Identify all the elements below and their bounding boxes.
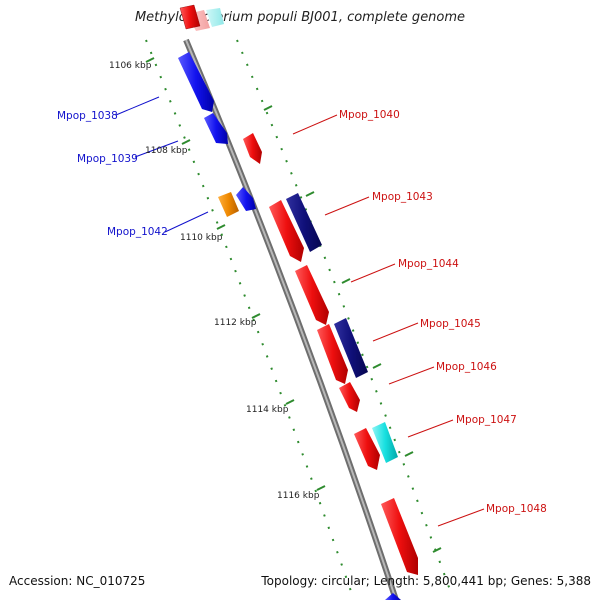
label-mpop-1044[interactable]: Mpop_1044 bbox=[398, 258, 459, 270]
gene-bottom-blue[interactable] bbox=[385, 593, 401, 600]
label-mpop-1042[interactable]: Mpop_1042 bbox=[107, 226, 168, 238]
scale-label-1114: 1114 kbp bbox=[246, 405, 289, 415]
gene-red-1043a[interactable] bbox=[269, 200, 304, 262]
gene-mpop-1040[interactable] bbox=[243, 133, 262, 164]
faded-gene-top-cyan[interactable] bbox=[206, 8, 224, 27]
label-mpop-1046[interactable]: Mpop_1046 bbox=[436, 361, 497, 373]
outer-tick-track bbox=[236, 39, 451, 591]
right-gene-labels: Mpop_1040 Mpop_1043 Mpop_1044 Mpop_1045 … bbox=[339, 109, 547, 515]
gene-mpop-1039[interactable] bbox=[204, 113, 228, 144]
genome-stats: Topology: circularLength: 5,800,441 bpGe… bbox=[261, 574, 591, 588]
left-gene-labels: Mpop_1038 Mpop_1039 Mpop_1042 bbox=[57, 110, 168, 238]
gene-mpop-1045[interactable] bbox=[334, 318, 368, 378]
scale-labels: 1106 kbp 1108 kbp 1110 kbp 1112 kbp 1114… bbox=[109, 61, 320, 501]
scale-label-1108: 1108 kbp bbox=[145, 146, 188, 156]
left-leader-lines bbox=[115, 96, 209, 233]
scale-label-1116: 1116 kbp bbox=[277, 491, 320, 501]
gene-mpop-1047[interactable] bbox=[372, 422, 398, 463]
genes-count-text: Genes: 5,388 bbox=[503, 574, 591, 588]
gene-mpop-1048[interactable] bbox=[381, 498, 418, 575]
label-mpop-1047[interactable]: Mpop_1047 bbox=[456, 414, 517, 426]
accession-text: Accession: NC_010725 bbox=[9, 574, 146, 588]
label-mpop-1040[interactable]: Mpop_1040 bbox=[339, 109, 400, 121]
scale-label-1106: 1106 kbp bbox=[109, 61, 152, 71]
gene-mpop-1042-orange[interactable] bbox=[218, 192, 239, 217]
topology-text: Topology: circular bbox=[261, 574, 366, 588]
gene-blue-small[interactable] bbox=[236, 187, 256, 211]
gene-red-1045a[interactable] bbox=[317, 324, 348, 384]
gene-mpop-1047-red[interactable] bbox=[354, 428, 380, 470]
gene-mpop-1046[interactable] bbox=[339, 382, 360, 412]
label-mpop-1038[interactable]: Mpop_1038 bbox=[57, 110, 118, 122]
label-mpop-1043[interactable]: Mpop_1043 bbox=[372, 191, 433, 203]
scale-label-1110: 1110 kbp bbox=[180, 233, 223, 243]
scale-label-1112: 1112 kbp bbox=[214, 318, 257, 328]
label-mpop-1045[interactable]: Mpop_1045 bbox=[420, 318, 481, 330]
gene-mpop-1038[interactable] bbox=[178, 52, 214, 112]
label-mpop-1039[interactable]: Mpop_1039 bbox=[77, 153, 138, 165]
gene-mpop-1044[interactable] bbox=[295, 265, 329, 325]
gene-mpop-1043[interactable] bbox=[286, 193, 322, 252]
length-text: Length: 5,800,441 bp bbox=[366, 574, 503, 588]
gene-top-red[interactable] bbox=[179, 4, 201, 30]
right-leader-lines bbox=[292, 114, 485, 527]
scale-ticks bbox=[145, 57, 442, 553]
label-mpop-1048[interactable]: Mpop_1048 bbox=[486, 503, 547, 515]
inner-tick-track bbox=[145, 39, 355, 600]
genome-backbone bbox=[183, 38, 399, 600]
